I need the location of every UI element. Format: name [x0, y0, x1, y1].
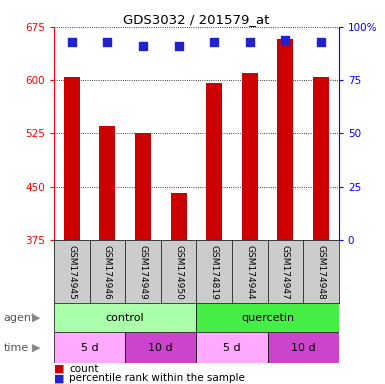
Bar	[135, 133, 151, 240]
Title: GDS3032 / 201579_at: GDS3032 / 201579_at	[123, 13, 270, 26]
Text: GSM174819: GSM174819	[210, 245, 219, 300]
Text: 5 d: 5 d	[223, 343, 241, 353]
Point	[140, 43, 146, 49]
Text: GSM174945: GSM174945	[67, 245, 76, 300]
Bar	[54, 332, 125, 363]
Text: GSM174950: GSM174950	[174, 245, 183, 300]
Bar	[54, 303, 196, 332]
Text: ■: ■	[54, 373, 64, 383]
Text: GSM174949: GSM174949	[139, 245, 147, 300]
Text: ▶: ▶	[32, 343, 41, 353]
Bar	[99, 126, 116, 240]
Text: quercetin: quercetin	[241, 313, 294, 323]
Text: 10 d: 10 d	[291, 343, 315, 353]
Bar	[277, 39, 293, 240]
Text: percentile rank within the sample: percentile rank within the sample	[69, 373, 245, 383]
Text: time: time	[4, 343, 29, 353]
Text: GSM174948: GSM174948	[316, 245, 325, 300]
Bar	[313, 77, 329, 240]
Text: GSM174946: GSM174946	[103, 245, 112, 300]
Text: agent: agent	[4, 313, 36, 323]
Bar	[268, 332, 339, 363]
Point	[69, 39, 75, 45]
Text: GSM174944: GSM174944	[245, 245, 254, 300]
Bar	[125, 332, 196, 363]
Point	[104, 39, 110, 45]
Point	[176, 43, 182, 49]
Bar	[64, 77, 80, 240]
Bar	[206, 83, 222, 240]
Point	[282, 36, 288, 43]
Bar	[242, 73, 258, 240]
Bar	[196, 332, 268, 363]
Text: 10 d: 10 d	[149, 343, 173, 353]
Text: ▶: ▶	[32, 313, 41, 323]
Bar	[171, 193, 187, 240]
Text: control: control	[106, 313, 144, 323]
Text: GSM174947: GSM174947	[281, 245, 290, 300]
Text: count: count	[69, 364, 99, 374]
Bar	[196, 303, 339, 332]
Text: 5 d: 5 d	[81, 343, 98, 353]
Point	[247, 39, 253, 45]
Point	[318, 39, 324, 45]
Text: ■: ■	[54, 364, 64, 374]
Point	[211, 39, 217, 45]
